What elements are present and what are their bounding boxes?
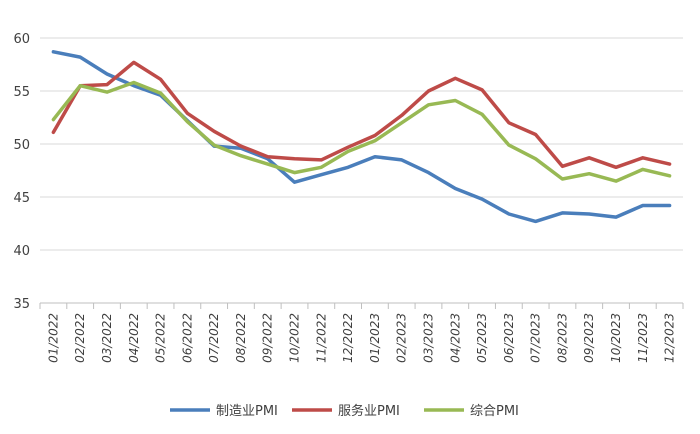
series-line (51, 60, 672, 170)
y-tick-label: 45 (13, 191, 30, 206)
x-tick-label: 02/2023 (395, 313, 409, 363)
y-tick-label: 55 (13, 85, 30, 100)
x-tick-label: 08/2023 (555, 313, 569, 363)
y-tick-label: 40 (13, 244, 30, 259)
y-axis-tick-labels: 35 40 45 50 55 60 (13, 32, 30, 312)
y-tick-label: 50 (13, 138, 30, 153)
series-1 (51, 60, 672, 170)
series-line (51, 80, 672, 183)
grid-layer (40, 37, 683, 251)
x-tick-label: 10/2023 (609, 313, 623, 363)
legend-label: 服务业PMI (338, 403, 400, 419)
legend-item: 制造业PMI (170, 404, 278, 419)
legend-label: 制造业PMI (216, 404, 278, 419)
y-tick-label: 35 (13, 297, 30, 312)
legend: 制造业PMI 服务业PMI 综合PMI (170, 403, 519, 419)
series-0 (51, 50, 672, 224)
x-tick-label: 03/2022 (100, 313, 114, 363)
x-tick-label: 01/2023 (368, 313, 382, 363)
x-tick-label: 12/2023 (663, 313, 677, 363)
x-tick-label: 02/2022 (73, 313, 87, 363)
series-2 (51, 80, 672, 183)
x-tick-label: 09/2023 (582, 313, 596, 363)
x-tick-label: 08/2022 (234, 313, 248, 363)
x-tick-label: 05/2023 (475, 313, 489, 363)
x-tick-label: 04/2023 (448, 313, 462, 363)
x-tick-label: 05/2022 (154, 313, 168, 363)
series-line (51, 50, 672, 224)
x-tick-label: 06/2022 (180, 313, 194, 363)
x-tick-label: 03/2023 (421, 313, 435, 363)
x-tick-label: 06/2023 (502, 313, 516, 363)
x-tick-label: 09/2022 (261, 313, 275, 363)
y-tick-label: 60 (13, 32, 30, 47)
series-layer (51, 50, 672, 224)
x-tick-label: 01/2022 (46, 313, 60, 363)
x-tick-label: 07/2023 (529, 313, 543, 363)
legend-item: 服务业PMI (292, 403, 400, 419)
legend-item: 综合PMI (424, 404, 519, 419)
x-tick-label: 04/2022 (127, 313, 141, 363)
x-axis: 01/2022 02/2022 03/2022 04/2022 05/2022 06/20… (39, 302, 684, 363)
x-tick-label: 10/2022 (288, 313, 302, 363)
legend-label: 综合PMI (470, 404, 519, 419)
x-tick-label: 11/2023 (636, 313, 650, 363)
x-tick-label: 07/2022 (207, 313, 221, 363)
x-tick-label: 12/2022 (341, 313, 355, 363)
x-tick-label: 11/2022 (314, 313, 328, 363)
